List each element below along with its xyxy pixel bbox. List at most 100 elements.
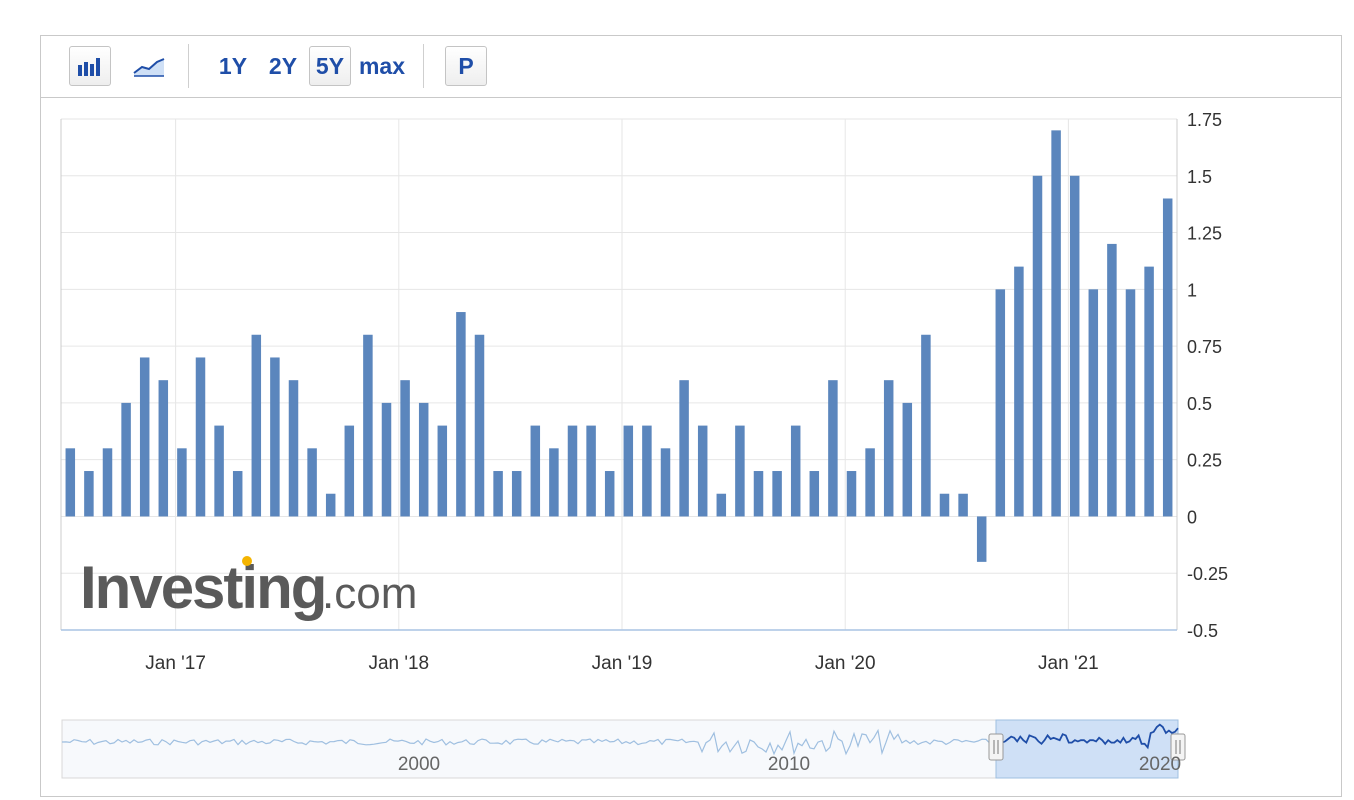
y-tick-label: 1.25 [1187,224,1222,244]
y-tick-label: 0.75 [1187,337,1222,357]
bar[interactable] [418,402,429,517]
bar[interactable] [65,448,76,517]
bar[interactable] [976,516,987,562]
bar[interactable] [511,471,522,517]
bar[interactable] [623,425,634,517]
p-button[interactable]: P [445,46,487,86]
bar[interactable] [1162,198,1173,517]
watermark-brand: Investing [80,554,325,621]
range-2y-button[interactable]: 2Y [268,52,298,79]
bar[interactable] [604,471,615,517]
bar[interactable] [902,402,913,517]
navigator-tick-label: 2020 [1139,754,1181,775]
bar[interactable] [772,471,782,517]
y-tick-label: 1 [1187,280,1197,300]
bar[interactable] [549,448,559,517]
bar[interactable] [1069,175,1080,517]
bar[interactable] [493,471,503,517]
range-1y-button[interactable]: 1Y [218,52,248,79]
bar[interactable] [883,380,894,517]
bar[interactable] [84,471,94,517]
bar[interactable] [753,471,764,517]
y-tick-label: 0 [1187,507,1197,527]
watermark-accent-dot [242,556,252,566]
bar[interactable] [958,493,968,517]
bar[interactable] [270,357,280,517]
bar[interactable] [474,334,485,517]
range-max-button[interactable]: max [358,52,406,79]
bar[interactable] [809,471,820,517]
navigator-tick-label: 2010 [768,754,810,775]
toolbar-divider [188,44,189,88]
bar[interactable] [790,425,801,517]
y-tick-label: 1.75 [1187,110,1222,130]
bar[interactable] [865,448,875,517]
axes: 1.75 1.5 1.25 1 0.75 0.5 0.25 0 -0.25 -0.5 Jan '17… [60,110,1228,674]
bar[interactable] [195,357,206,517]
bar[interactable] [121,402,131,517]
navigator[interactable]: 2000 2010 2020 [61,719,1186,779]
navigator-selected-line [995,723,1179,750]
bar[interactable] [846,471,857,517]
bar[interactable] [437,425,448,517]
bar[interactable] [158,380,169,517]
x-tick-label: Jan '18 [368,653,429,674]
area-chart-type-button[interactable] [129,46,169,86]
x-tick-label: Jan '19 [592,653,653,674]
y-tick-label: -0.25 [1187,564,1228,584]
bar[interactable] [828,380,838,517]
bar[interactable] [735,425,745,517]
watermark-domain: .com [322,569,417,618]
bar[interactable] [1144,266,1154,517]
bar[interactable] [288,380,299,517]
chart-toolbar: 1Y 2Y 5Y max P [41,36,1341,98]
bar[interactable] [325,493,336,517]
navigator-tick-label: 2000 [398,754,440,775]
bar[interactable] [400,380,410,517]
bar[interactable] [1125,289,1136,517]
x-tick-label: Jan '21 [1038,653,1099,674]
investing-watermark: Investing .com [80,554,417,621]
y-tick-label: -0.5 [1187,621,1218,641]
bar[interactable] [1051,130,1061,517]
bar[interactable] [102,448,113,517]
navigator-selected-window[interactable] [995,719,1179,779]
area-chart-icon [133,58,165,77]
navigator-right-handle[interactable] [1170,733,1186,761]
bar[interactable] [307,448,317,517]
bar[interactable] [660,448,671,517]
handle-body[interactable] [988,733,1004,761]
y-tick-label: 0.5 [1187,394,1212,414]
toolbar-divider [423,44,424,88]
bar[interactable] [642,425,652,517]
bar-chart-type-button[interactable] [69,46,111,86]
bar[interactable] [381,402,392,517]
bar[interactable] [232,471,243,517]
bar[interactable] [995,289,1006,517]
bar[interactable] [530,425,541,517]
range-5y-button[interactable]: 5Y [309,46,351,86]
bar[interactable] [363,334,373,517]
bar[interactable] [214,425,224,517]
navigator-left-handle[interactable] [988,733,1004,761]
bar[interactable] [1014,266,1024,517]
grid [61,118,1177,631]
bar[interactable] [139,357,150,517]
bar[interactable] [679,380,689,517]
bar[interactable] [586,425,596,517]
bar[interactable] [1107,243,1117,517]
bar[interactable] [456,312,466,517]
bar[interactable] [716,493,727,517]
handle-body[interactable] [1170,733,1186,761]
bar[interactable] [1088,289,1099,517]
bar[interactable] [177,448,187,517]
bar[interactable] [344,425,355,517]
chart-widget: 1Y 2Y 5Y max P [40,35,1342,797]
bar[interactable] [921,334,931,517]
bar[interactable] [251,334,262,517]
bar[interactable] [567,425,578,517]
bar[interactable] [1032,175,1043,517]
bar[interactable] [697,425,708,517]
bar[interactable] [939,493,950,517]
